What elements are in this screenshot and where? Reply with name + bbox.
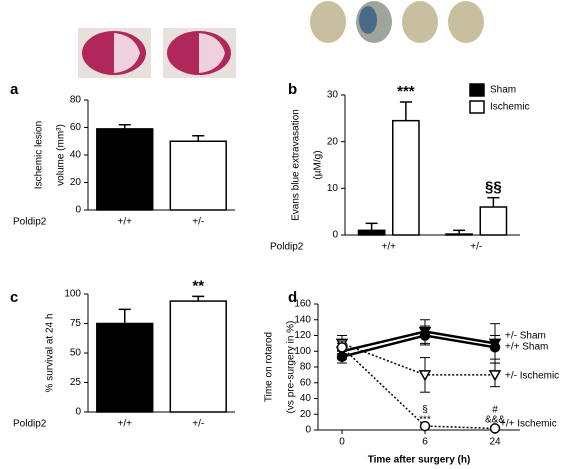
y-axis-label: Evans blue extravasation — [291, 109, 302, 221]
marker — [488, 370, 502, 382]
marker — [419, 420, 431, 432]
y-tick-label: 100 — [294, 346, 311, 357]
legend-label: Sham — [490, 85, 516, 96]
y-axis-label: (vs pre-surgery in %) — [286, 321, 297, 414]
annotation: §§ — [485, 179, 502, 196]
x-tick-label: +/+ — [382, 242, 397, 253]
y-tick-label: 20 — [327, 136, 339, 147]
bar — [392, 119, 420, 236]
series-line — [341, 330, 496, 353]
dye — [359, 6, 377, 34]
bar — [479, 206, 508, 236]
x-tick-label: +/- — [192, 419, 204, 430]
annotation: &&& — [485, 415, 505, 426]
y-axis-label: Ischemic lesion — [34, 121, 45, 189]
annotation: # — [492, 405, 498, 416]
y-tick-label: 25 — [70, 377, 82, 388]
lesion — [199, 33, 225, 73]
x-tick-label: 24 — [489, 437, 501, 448]
y-tick-label: 100 — [64, 289, 81, 300]
marker — [336, 342, 348, 353]
legend-swatch — [469, 100, 485, 114]
x-axis-label: Time after surgery (h) — [368, 455, 471, 466]
annotation: ** — [192, 277, 204, 294]
x-tick-label: 6 — [422, 437, 428, 448]
bar — [445, 233, 473, 236]
y-tick-label: 80 — [300, 362, 312, 373]
marker — [419, 330, 431, 341]
y-tick-label: 140 — [294, 314, 311, 325]
y-tick-label: 60 — [300, 377, 312, 388]
annotation: *** — [397, 83, 415, 100]
y-tick-label: 10 — [327, 183, 339, 194]
y-tick-label: 20 — [70, 177, 82, 188]
y-tick-label: 20 — [300, 409, 312, 420]
y-tick-label: 0 — [332, 230, 338, 241]
series-label: +/- Sham — [505, 331, 546, 342]
series-label: +/+ Sham — [505, 342, 548, 353]
lesion — [114, 33, 140, 73]
marker — [489, 342, 501, 353]
bar — [169, 300, 227, 413]
panel-letter: a — [10, 81, 19, 98]
legend-label: Ischemic — [490, 102, 529, 113]
y-tick-label: 160 — [294, 299, 311, 310]
series-label: +/- Ischemic — [505, 371, 559, 382]
y-tick-label: 75 — [70, 318, 82, 329]
brain — [448, 1, 484, 43]
panel-letter: c — [10, 289, 18, 306]
y-tick-label: 0 — [305, 425, 311, 436]
y-axis-label: Time on rotarod — [264, 332, 275, 402]
row-label: Poldip2 — [13, 217, 47, 228]
y-tick-label: 80 — [70, 95, 82, 106]
x-tick-label: +/+ — [118, 419, 133, 430]
brain — [402, 1, 438, 43]
series-line — [341, 346, 496, 430]
brain-photos — [78, 1, 484, 78]
y-tick-label: 40 — [300, 393, 312, 404]
bar — [96, 322, 154, 413]
panel-letter: d — [288, 289, 297, 306]
row-label: Poldip2 — [13, 419, 47, 430]
annotation: § — [422, 405, 428, 416]
bar — [169, 140, 227, 211]
y-tick-label: 120 — [294, 330, 311, 341]
y-tick-label: 60 — [70, 122, 82, 133]
bar — [357, 229, 386, 236]
panel-letter: b — [288, 81, 297, 98]
x-tick-label: +/+ — [118, 217, 133, 228]
y-axis-label: (µM/g) — [313, 150, 324, 179]
brain — [310, 1, 346, 43]
legend-swatch — [469, 83, 485, 97]
y-tick-label: 30 — [327, 90, 339, 101]
marker — [489, 423, 501, 434]
bar — [96, 128, 154, 211]
y-tick-label: 0 — [75, 407, 81, 418]
row-label: Poldip2 — [270, 242, 304, 253]
y-tick-label: 50 — [70, 348, 82, 359]
x-tick-label: +/- — [470, 242, 482, 253]
annotation: *** — [419, 415, 431, 426]
marker — [418, 370, 432, 382]
y-tick-label: 40 — [70, 150, 82, 161]
series-line — [341, 342, 495, 376]
x-tick-label: 0 — [339, 437, 345, 448]
y-tick-label: 0 — [75, 205, 81, 216]
series-label: +/+ Ischemic — [500, 419, 557, 430]
y-axis-label: volume (mm³) — [56, 124, 67, 186]
y-axis-label: % survival at 24 h — [45, 314, 56, 393]
x-tick-label: +/- — [192, 217, 204, 228]
